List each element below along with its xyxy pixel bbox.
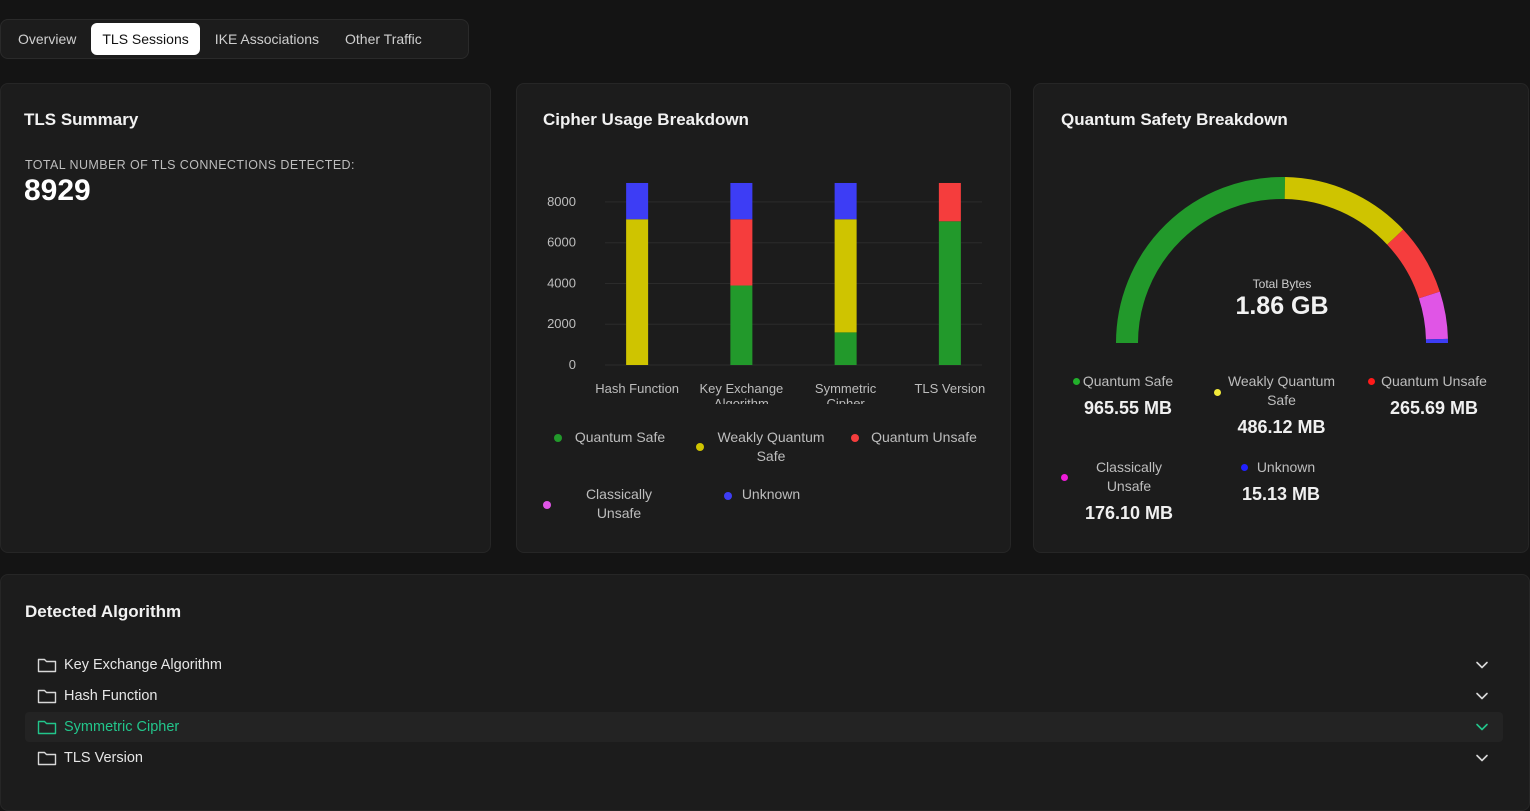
y-tick-label: 2000 xyxy=(547,316,576,331)
tab-bar: Overview TLS Sessions IKE Associations O… xyxy=(0,19,469,59)
cipher-usage-title: Cipher Usage Breakdown xyxy=(543,110,749,129)
legend-classically-unsafe[interactable]: Classically Unsafe xyxy=(585,486,653,521)
x-tick-label: TLS Version xyxy=(914,381,985,396)
x-tick-label: Symmetric xyxy=(815,381,877,396)
y-tick-label: 0 xyxy=(569,357,576,372)
algo-row-hash-function[interactable]: Hash Function xyxy=(25,681,1503,711)
algo-row-label: Hash Function xyxy=(64,688,158,704)
cipher-usage-chart: 0 2000 4000 6000 8000 Hash Function Key Exchan… xyxy=(547,182,985,404)
algo-row-label: Symmetric Cipher xyxy=(64,719,180,735)
bar-tls-version-quantum-unsafe[interactable] xyxy=(938,182,961,222)
algo-row-tls-version[interactable]: TLS Version xyxy=(25,743,1503,773)
folder-icon xyxy=(37,720,57,735)
qs-label-weakly-quantum-safe: Weakly Quantum Safe xyxy=(1227,373,1336,408)
gauge-segment-weakly-quantum-safe[interactable] xyxy=(1284,177,1404,245)
algo-row-symmetric-cipher[interactable]: Symmetric Cipher xyxy=(25,712,1503,742)
quantum-safety-gauge xyxy=(1116,177,1449,344)
bar-hash-function-weakly-quantum-safe[interactable] xyxy=(626,219,649,365)
chevron-down-icon[interactable] xyxy=(1475,720,1489,734)
folder-icon xyxy=(37,689,57,704)
x-tick-label: Cipher xyxy=(826,396,865,404)
qs-value-quantum-safe: 965.55 MB xyxy=(1083,398,1173,418)
qs-dot-quantum-unsafe xyxy=(1368,378,1375,385)
bar-symmetric-cipher-weakly-quantum-safe[interactable] xyxy=(834,219,857,333)
algo-row-label: Key Exchange Algorithm xyxy=(64,657,222,673)
tls-summary-title: TLS Summary xyxy=(24,110,139,129)
tab-other-traffic[interactable]: Other Traffic xyxy=(345,31,422,47)
qs-dot-quantum-safe xyxy=(1073,378,1080,385)
legend-quantum-safe[interactable]: Quantum Safe xyxy=(574,429,666,445)
detected-algorithm-title: Detected Algorithm xyxy=(25,602,182,621)
qs-dot-weakly-quantum-safe xyxy=(1214,389,1221,396)
y-tick-label: 4000 xyxy=(547,275,576,290)
detected-algorithm-card: Detected Algorithm Key Exchange Algorith… xyxy=(0,574,1530,811)
cipher-usage-card: Cipher Usage Breakdown 0 2000 4000 6000 8000… xyxy=(516,83,1011,553)
qs-legend-unknown: Unknown 15.13 MB xyxy=(1241,458,1321,505)
y-tick-label: 6000 xyxy=(547,235,576,250)
tab-ike-associations[interactable]: IKE Associations xyxy=(214,31,320,47)
legend-dot-quantum-unsafe xyxy=(851,434,859,442)
legend-dot-weakly-quantum-safe xyxy=(696,443,704,451)
legend-dot-classically-unsafe xyxy=(543,501,551,509)
quantum-safety-title: Quantum Safety Breakdown xyxy=(1061,110,1288,129)
bar-hash-function-unknown[interactable] xyxy=(626,182,649,220)
qs-legend-weakly-quantum-safe: Weakly Quantum Safe 486.12 MB xyxy=(1224,372,1339,438)
legend-unknown[interactable]: Unknown xyxy=(741,486,801,502)
algo-row-key-exchange[interactable]: Key Exchange Algorithm xyxy=(25,650,1503,680)
chevron-down-icon[interactable] xyxy=(1475,751,1489,765)
legend-dot-unknown xyxy=(724,492,732,500)
legend-dot-quantum-safe xyxy=(554,434,562,442)
x-tick-label: Hash Function xyxy=(595,381,679,396)
qs-value-unknown: 15.13 MB xyxy=(1241,484,1321,504)
folder-icon xyxy=(37,658,57,673)
folder-icon xyxy=(37,751,57,766)
y-tick-label: 8000 xyxy=(547,194,576,209)
quantum-safety-card: Quantum Safety Breakdown Total Bytes 1.8… xyxy=(1033,83,1529,553)
legend-quantum-unsafe[interactable]: Quantum Unsafe xyxy=(871,429,977,445)
total-bytes-value: 1.86 GB xyxy=(1235,292,1329,320)
qs-legend-classically-unsafe: Classically Unsafe 176.10 MB xyxy=(1084,458,1174,524)
gauge-segment-quantum-safe[interactable] xyxy=(1116,177,1286,344)
bar-symmetric-cipher-quantum-safe[interactable] xyxy=(834,332,857,365)
qs-label-quantum-safe: Quantum Safe xyxy=(1082,373,1174,389)
qs-label-classically-unsafe: Classically Unsafe xyxy=(1095,459,1163,494)
chevron-down-icon[interactable] xyxy=(1475,689,1489,703)
qs-value-weakly-quantum-safe: 486.12 MB xyxy=(1237,417,1326,437)
tab-overview[interactable]: Overview xyxy=(18,31,77,47)
chevron-down-icon[interactable] xyxy=(1475,658,1489,672)
qs-dot-classically-unsafe xyxy=(1061,474,1068,481)
total-bytes-label: Total Bytes xyxy=(1252,277,1312,291)
qs-value-quantum-unsafe: 265.69 MB xyxy=(1389,398,1479,418)
bar-symmetric-cipher-unknown[interactable] xyxy=(834,182,857,220)
qs-legend-quantum-unsafe: Quantum Unsafe 265.69 MB xyxy=(1379,372,1489,419)
total-connections-value: 8929 xyxy=(24,174,91,207)
bar-key-exchange-algorithm-unknown[interactable] xyxy=(730,182,753,220)
gauge-segment-classically-unsafe[interactable] xyxy=(1418,291,1448,340)
bar-key-exchange-algorithm-quantum-safe[interactable] xyxy=(730,285,753,365)
bar-tls-version-quantum-safe[interactable] xyxy=(938,221,961,365)
qs-legend-quantum-safe: Quantum Safe 965.55 MB xyxy=(1078,372,1178,419)
tls-summary-card: TLS Summary TOTAL NUMBER OF TLS CONNECTI… xyxy=(0,83,491,553)
tab-tls-sessions[interactable]: TLS Sessions xyxy=(91,23,200,55)
algo-row-label: TLS Version xyxy=(64,750,143,766)
legend-weakly-quantum-safe[interactable]: Weakly Quantum Safe xyxy=(717,429,825,464)
x-tick-label: Key Exchange xyxy=(699,381,783,396)
qs-value-classically-unsafe: 176.10 MB xyxy=(1084,503,1174,523)
qs-label-quantum-unsafe: Quantum Unsafe xyxy=(1381,373,1487,389)
total-connections-label: TOTAL NUMBER OF TLS CONNECTIONS DETECTED… xyxy=(25,158,355,172)
bar-key-exchange-algorithm-quantum-unsafe[interactable] xyxy=(730,219,753,286)
qs-dot-unknown xyxy=(1241,464,1248,471)
gauge-segment-quantum-unsafe[interactable] xyxy=(1386,229,1440,299)
x-tick-label: Algorithm xyxy=(714,396,769,404)
qs-label-unknown: Unknown xyxy=(1256,459,1316,475)
